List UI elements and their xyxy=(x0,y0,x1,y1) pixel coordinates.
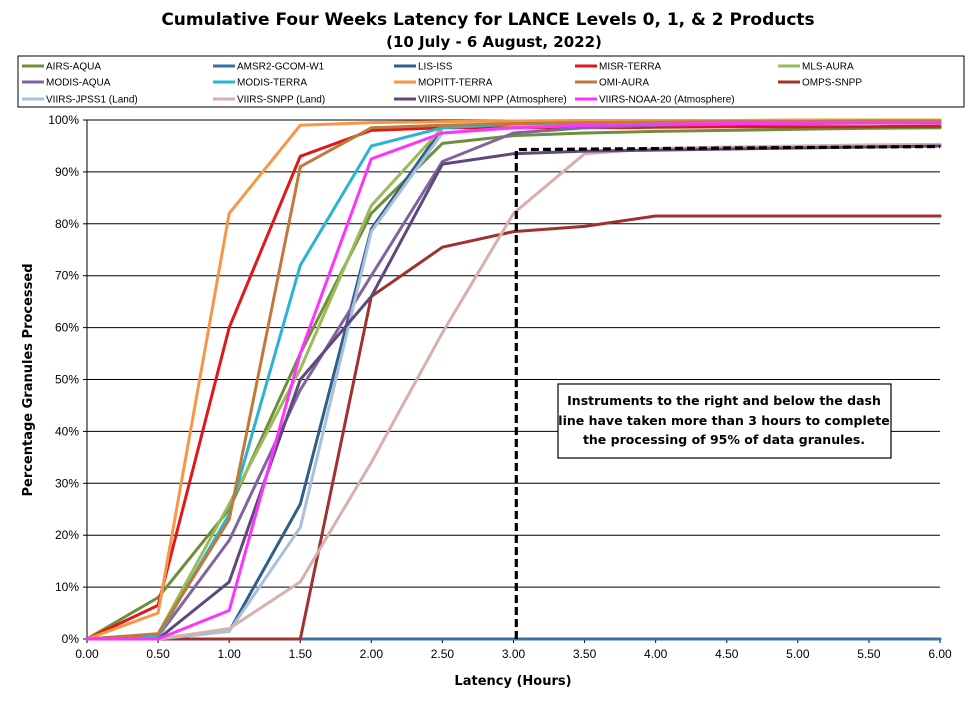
annotation-line-1: Instruments to the right and below the d… xyxy=(567,393,881,408)
x-tick-label: 4.00 xyxy=(644,647,668,661)
x-tick-label: 0.50 xyxy=(146,647,170,661)
legend-label-omps-snpp: OMPS-SNPP xyxy=(802,78,862,89)
legend-label-amsr2-gcom-w1: AMSR2-GCOM-W1 xyxy=(237,62,325,73)
x-tick-label: 2.00 xyxy=(360,647,384,661)
x-tick-label: 4.50 xyxy=(715,647,739,661)
legend-label-lis-iss: LIS-ISS xyxy=(418,62,453,73)
x-tick-label: 5.50 xyxy=(857,647,881,661)
legend-label-viirs-snpp-land: VIIRS-SNPP (Land) xyxy=(237,95,325,106)
series-line-viirs-noaa-20-atmosphere xyxy=(85,121,942,641)
y-tick-label: 30% xyxy=(55,476,79,490)
legend-label-viirs-jpss1-land: VIIRS-JPSS1 (Land) xyxy=(46,95,138,106)
y-tick-label: 60% xyxy=(55,321,79,335)
series-line-omps-snpp xyxy=(85,214,942,641)
y-tick-label: 10% xyxy=(55,580,79,594)
annotation-box: Instruments to the right and below the d… xyxy=(557,383,892,459)
x-tick-label: 3.50 xyxy=(573,647,597,661)
chart-subtitle: (10 July - 6 August, 2022) xyxy=(386,33,602,51)
annotation-line-3: the processing of 95% of data granules. xyxy=(583,432,865,447)
threshold-dash-line xyxy=(514,144,941,639)
y-tick-label: 90% xyxy=(55,165,79,179)
legend-label-modis-terra: MODIS-TERRA xyxy=(237,78,307,89)
legend-label-omi-aura: OMI-AURA xyxy=(599,78,649,89)
chart-title: Cumulative Four Weeks Latency for LANCE … xyxy=(161,10,814,30)
y-tick-label: 0% xyxy=(62,632,80,646)
legend: AIRS-AQUA AMSR2-GCOM-W1 LIS-ISS MISR-TERRA M… xyxy=(17,55,965,108)
y-tick-label: 20% xyxy=(55,528,79,542)
x-tick-label: 1.00 xyxy=(217,647,241,661)
y-tick-label: 100% xyxy=(48,113,79,127)
legend-label-modis-aqua: MODIS-AQUA xyxy=(46,78,111,89)
legend-label-airs-aqua: AIRS-AQUA xyxy=(46,62,101,73)
legend-label-mls-aura: MLS-AURA xyxy=(802,62,854,73)
threshold-line-group xyxy=(514,144,941,639)
y-tick-label: 40% xyxy=(55,424,79,438)
x-tick-label: 0.00 xyxy=(75,647,99,661)
x-tick-label: 6.00 xyxy=(928,647,952,661)
legend-box xyxy=(17,55,965,108)
series-line-mopitt-terra xyxy=(85,118,942,641)
legend-label-viirs-suomi-npp-atmosphere: VIIRS-SUOMI NPP (Atmosphere) xyxy=(418,95,567,106)
y-tick-label: 50% xyxy=(55,373,79,387)
y-axis-label: Percentage Granules Processed xyxy=(21,263,36,496)
legend-label-mopitt-terra: MOPITT-TERRA xyxy=(418,78,493,89)
x-axis-label: Latency (Hours) xyxy=(454,674,571,689)
annotation-line-2: line have taken more than 3 hours to com… xyxy=(558,413,889,428)
x-tick-label: 2.50 xyxy=(431,647,455,661)
legend-label-viirs-noaa-20-atmosphere: VIIRS-NOAA-20 (Atmosphere) xyxy=(599,95,735,106)
y-tick-label: 70% xyxy=(55,269,79,283)
y-tick-label: 80% xyxy=(55,217,79,231)
x-tick-label: 1.50 xyxy=(289,647,313,661)
legend-label-misr-terra: MISR-TERRA xyxy=(599,62,662,73)
x-tick-label: 3.00 xyxy=(502,647,526,661)
annotation-frame xyxy=(557,383,892,459)
x-tick-label: 5.00 xyxy=(786,647,810,661)
